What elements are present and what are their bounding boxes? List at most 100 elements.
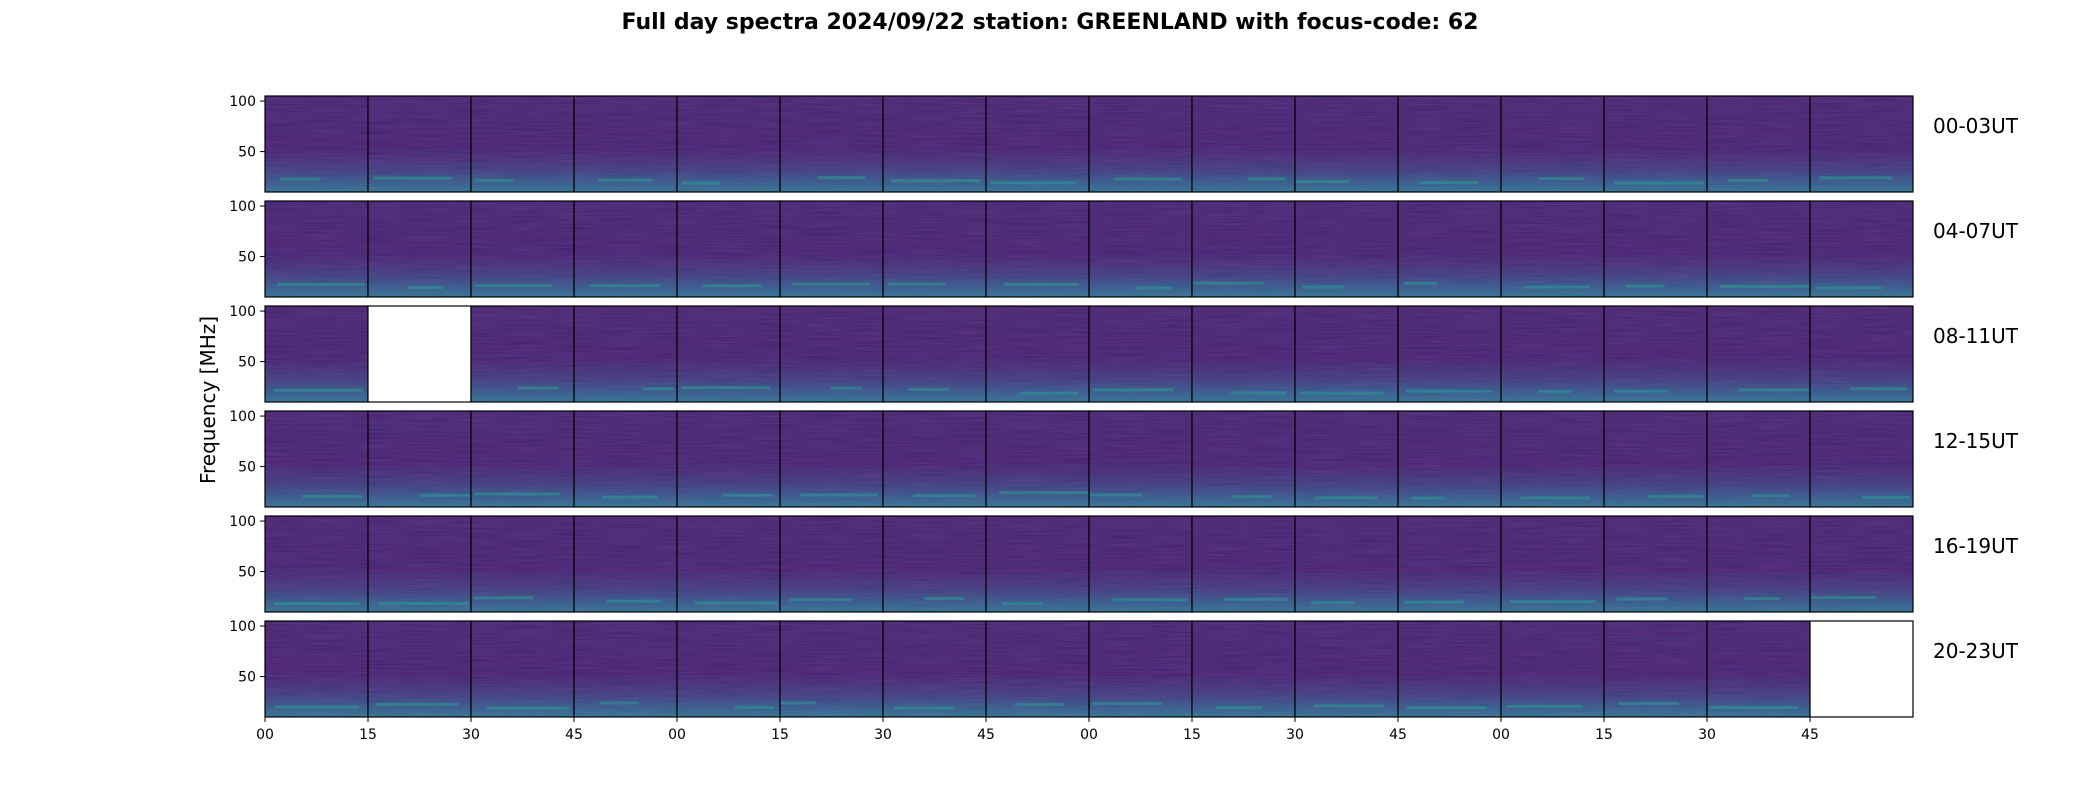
empty-panel — [367, 305, 472, 403]
rfi-line — [1089, 134, 1192, 136]
rfi-line — [1295, 159, 1398, 161]
rfi-line — [1501, 425, 1604, 427]
spectrum-noise — [1295, 621, 1398, 717]
rfi-line — [1810, 139, 1913, 141]
rfi-line — [986, 233, 1089, 235]
rfi-line — [574, 644, 677, 646]
spectrum-noise — [986, 201, 1089, 297]
spectrum-noise — [1295, 306, 1398, 402]
spectrum-noise — [1604, 96, 1707, 192]
rfi-line — [780, 585, 883, 587]
rfi-line — [471, 650, 574, 652]
rfi-line — [677, 106, 780, 108]
rfi-line — [1707, 357, 1810, 359]
rfi-line — [471, 426, 574, 428]
rfi-line — [883, 658, 986, 660]
rfi-line — [1707, 109, 1810, 111]
rfi-line — [265, 336, 368, 338]
spectrum-noise — [1707, 306, 1810, 402]
spectrum-noise — [1810, 411, 1913, 507]
low-freq-band — [1310, 601, 1355, 605]
rfi-line — [1501, 226, 1604, 228]
low-freq-band — [1406, 706, 1487, 710]
rfi-line — [1398, 454, 1501, 456]
rfi-line — [265, 554, 368, 556]
rfi-line — [1295, 345, 1398, 347]
rfi-line — [1707, 577, 1810, 579]
rfi-line — [883, 106, 986, 108]
rfi-line — [1810, 351, 1913, 353]
rfi-line — [1604, 469, 1707, 471]
row-label: 16-19UT — [1933, 534, 2019, 558]
rfi-line — [368, 428, 471, 430]
low-freq-band — [474, 284, 552, 288]
rfi-line — [368, 669, 471, 671]
low-freq-band — [702, 284, 762, 288]
rfi-line — [1604, 227, 1707, 229]
rfi-line — [1398, 158, 1501, 160]
rfi-line — [780, 444, 883, 446]
rfi-line — [780, 224, 883, 226]
rfi-line — [368, 470, 471, 472]
rfi-line — [471, 108, 574, 110]
rfi-line — [1398, 148, 1501, 150]
rfi-line — [1707, 355, 1810, 357]
rfi-line — [1398, 450, 1501, 452]
low-freq-band — [1509, 600, 1596, 604]
rfi-line — [1501, 137, 1604, 139]
rfi-line — [677, 353, 780, 355]
y-tick-label: 100 — [229, 514, 256, 530]
rfi-line — [780, 354, 883, 356]
rfi-line — [574, 340, 677, 342]
rfi-line — [883, 262, 986, 264]
rfi-line — [1501, 122, 1604, 124]
rfi-line — [1089, 582, 1192, 584]
rfi-line — [883, 685, 986, 687]
rfi-line — [1707, 665, 1810, 667]
rfi-line — [1192, 150, 1295, 152]
rfi-line — [780, 237, 883, 239]
rfi-line — [1501, 265, 1604, 267]
rfi-line — [1192, 569, 1295, 571]
rfi-line — [1604, 636, 1707, 638]
rfi-line — [1398, 133, 1501, 135]
rfi-line — [574, 478, 677, 480]
rfi-line — [471, 654, 574, 656]
rfi-line — [1295, 425, 1398, 427]
rfi-line — [1604, 685, 1707, 687]
rfi-line — [1707, 479, 1810, 481]
rfi-line — [1089, 471, 1192, 473]
spectrum-noise — [265, 96, 368, 192]
rfi-line — [986, 212, 1089, 214]
rfi-line — [883, 449, 986, 451]
rfi-line — [677, 355, 780, 357]
rfi-line — [1295, 641, 1398, 643]
low-freq-band — [597, 178, 653, 182]
rfi-line — [1089, 148, 1192, 150]
rfi-line — [1604, 429, 1707, 431]
rfi-line — [883, 570, 986, 572]
spectrum-noise — [574, 96, 677, 192]
spectrum-noise — [471, 96, 574, 192]
rfi-line — [265, 652, 368, 654]
rfi-line — [1295, 558, 1398, 560]
low-freq-band — [606, 599, 661, 603]
rfi-line — [677, 527, 780, 529]
rfi-line — [780, 469, 883, 471]
rfi-line — [780, 579, 883, 581]
rfi-line — [1707, 319, 1810, 321]
low-freq-band — [694, 601, 778, 605]
rfi-line — [1192, 689, 1295, 691]
rfi-line — [574, 580, 677, 582]
rfi-line — [1501, 375, 1604, 377]
rfi-line — [574, 105, 677, 107]
rfi-line — [1604, 375, 1707, 377]
rfi-line — [574, 324, 677, 326]
rfi-line — [1707, 653, 1810, 655]
rfi-line — [883, 264, 986, 266]
spectrum-noise — [1707, 411, 1810, 507]
rfi-line — [986, 127, 1089, 129]
low-freq-band — [1014, 702, 1064, 706]
rfi-line — [780, 333, 883, 335]
rfi-line — [574, 215, 677, 217]
